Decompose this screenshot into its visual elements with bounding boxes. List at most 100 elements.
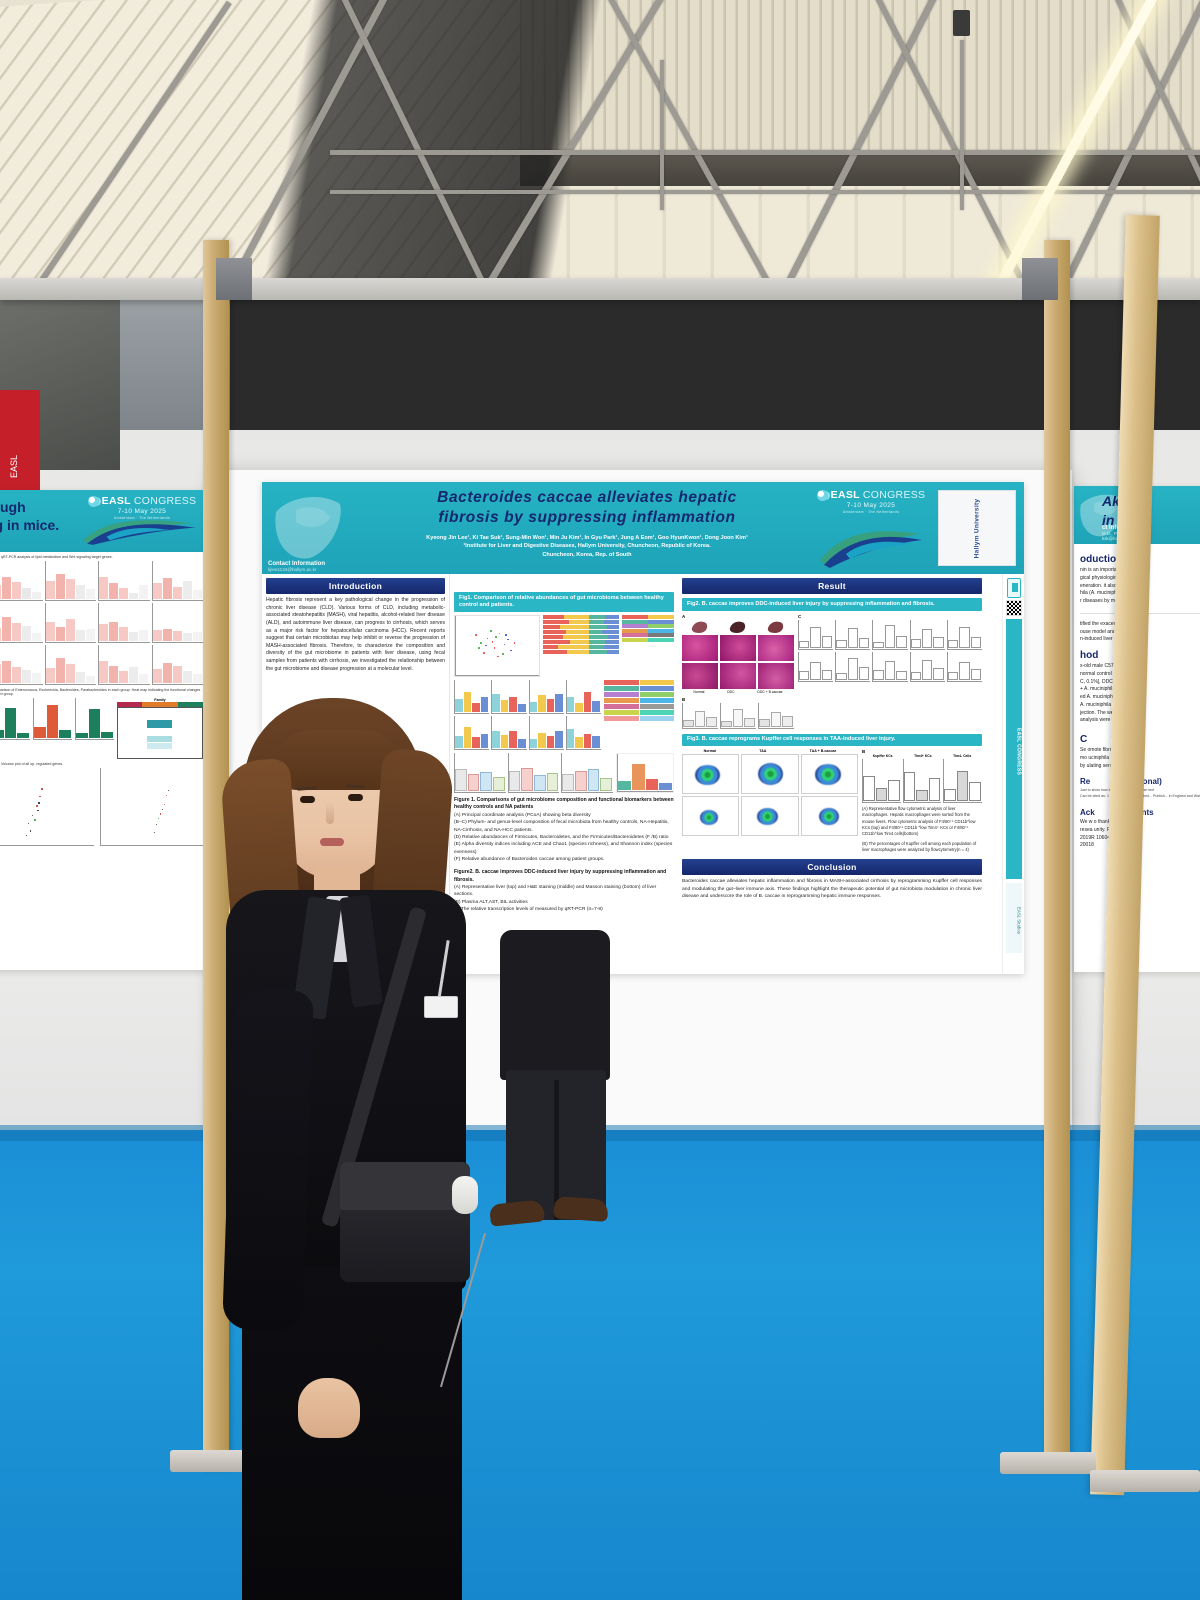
bar-plot [98, 561, 150, 601]
bar-plot [491, 680, 527, 715]
flow-cytometry-plot [682, 754, 740, 795]
poster-column-fig1: . Fig1. Comparison of relative abundance… [450, 574, 678, 974]
left-poster-plot-grid [0, 561, 203, 685]
left-poster-body: Fig 6. qRT-PCR analysis of lipid metabol… [0, 552, 206, 849]
panel-label-c: C [798, 613, 802, 619]
figure1-caption-line: (B–C) Phylum- and genus-level compositio… [454, 820, 669, 833]
histology-image [682, 634, 718, 661]
stacked-bars [542, 615, 619, 655]
right-poster-paragraph: s-old male C57BL/6J m normal control + s… [1080, 663, 1132, 724]
mouth [320, 838, 344, 846]
bar-plot [0, 561, 43, 601]
bar-plot [872, 619, 908, 650]
section-heading-conclusion: Conclusion [682, 859, 982, 876]
histology-image [758, 634, 794, 661]
bar-plot [909, 651, 945, 682]
bar-plot [909, 619, 945, 650]
section-heading-introduction: Introduction [266, 578, 445, 594]
red-wall-banner: EASL [0, 390, 40, 490]
bar-plot [44, 603, 96, 643]
truss-chord [330, 190, 1200, 194]
bacteroides-caccae-abundance-plot [616, 753, 674, 794]
easl-rail-band: EASL CONGRESS [1005, 619, 1022, 879]
bar-plot [0, 645, 43, 685]
arm [222, 988, 314, 1332]
easl-congress-logo: EASL CONGRESS 7-10 May 2025 Amsterdam · … [812, 489, 930, 514]
alpha-diversity-plot [561, 753, 613, 794]
right-poster-title: Ak in [1102, 493, 1120, 528]
stand-post-right [1044, 240, 1070, 1470]
figure2-caption-line: (A) Representative liver (top) and H&E s… [454, 885, 657, 898]
stand-foot-right [1000, 1452, 1096, 1474]
flow-row-top [682, 754, 858, 795]
histology-image [682, 662, 718, 689]
bar-plot [151, 603, 203, 643]
easl-rail-bottom: EASL Studios [1005, 883, 1022, 953]
liver-photos-row [682, 619, 794, 634]
fig3-description-b: (B) The percentages of Kupffer cell amon… [862, 840, 977, 852]
left-poster-lower-figs: Family [0, 698, 203, 759]
easl-dots-icon [816, 489, 828, 501]
fig3-panels: Normal TAA TAA + B.caccae [682, 749, 982, 853]
bar-plot [0, 603, 43, 643]
volcano-plot [100, 768, 203, 846]
bar-plot [454, 680, 490, 715]
bar-plot [862, 759, 901, 804]
genus-legend-swatches [622, 615, 674, 677]
green-bar-plots [0, 698, 114, 759]
bar-plot [33, 698, 72, 740]
bar-plot [798, 651, 834, 682]
flow-row-bottom [682, 796, 858, 837]
masson-staining-row [682, 662, 794, 689]
truss-chord [330, 150, 1200, 155]
stand-foot-far-right [1090, 1470, 1200, 1492]
panel-label-b: B [682, 696, 686, 702]
bag-flap [340, 1162, 470, 1210]
heatmap-figure: Family [117, 698, 203, 759]
histology-image [720, 634, 756, 661]
bar-plot [565, 680, 601, 715]
fig2-panel-a: A [682, 614, 794, 729]
panel-label-a: A [682, 613, 686, 619]
bar-plot [798, 619, 834, 650]
flow-cytometry-plot [800, 754, 858, 795]
bar-plot [902, 759, 942, 804]
background-person-torso [500, 930, 610, 1080]
bar-plot [44, 645, 96, 685]
fig2-group-labels: Normal DDC DDC + B.caccae [693, 689, 783, 694]
figure2-caption-title: Figure2. B. caccae improves DDC-induced … [454, 869, 667, 883]
bar-plot [0, 698, 30, 740]
bar-plot [872, 651, 908, 682]
hair-bangs [274, 730, 400, 790]
bar-plot [682, 702, 718, 729]
fig2-qpcr-plots [798, 619, 982, 682]
eye [348, 794, 363, 801]
right-poster-paragraph: Se omote fibrosis progr mo uciniphila is… [1080, 747, 1135, 769]
fig3-description-a: (A) Representative flow cytometric analy… [862, 806, 976, 837]
genus-bar-grid [454, 680, 601, 751]
conclusion-body: Bacteroides caccae alleviates hepatic in… [682, 879, 982, 899]
qr-code-icon[interactable] [1005, 600, 1022, 616]
hand [298, 1378, 360, 1438]
fig2-title: Fig2. B. caccae improves DDC-induced liv… [682, 598, 982, 611]
neighbor-poster-left[interactable]: rough ng in mice. EASL CONGRESS 7-10 May… [0, 490, 206, 970]
easl-dots-icon [87, 495, 99, 507]
bag-charm [452, 1176, 478, 1214]
poster-side-rail: EASL CONGRESS EASL Studios [1002, 574, 1024, 974]
fig3-panel-a: Normal TAA TAA + B.caccae [682, 749, 858, 853]
pcoa-scatter-plot [454, 615, 540, 678]
name-badge [424, 996, 458, 1018]
histology-image [720, 662, 756, 689]
red-banner-text: EASL [9, 454, 19, 478]
poster-body: Introduction Hepatic fibrosis represent … [262, 574, 1024, 974]
fig1-panels [454, 615, 674, 794]
truss-vertical [960, 40, 964, 210]
bar-plot [835, 619, 871, 650]
volcano-plot [0, 768, 94, 846]
right-poster-paragraph: We w o thank Professo resea unity. Funde… [1080, 819, 1134, 849]
liver-specimen-icon [691, 621, 708, 633]
bar-plot [491, 716, 527, 751]
bar-plot [720, 702, 756, 729]
poster-column-result: Result Fig2. B. caccae improves DDC-indu… [678, 574, 1008, 974]
